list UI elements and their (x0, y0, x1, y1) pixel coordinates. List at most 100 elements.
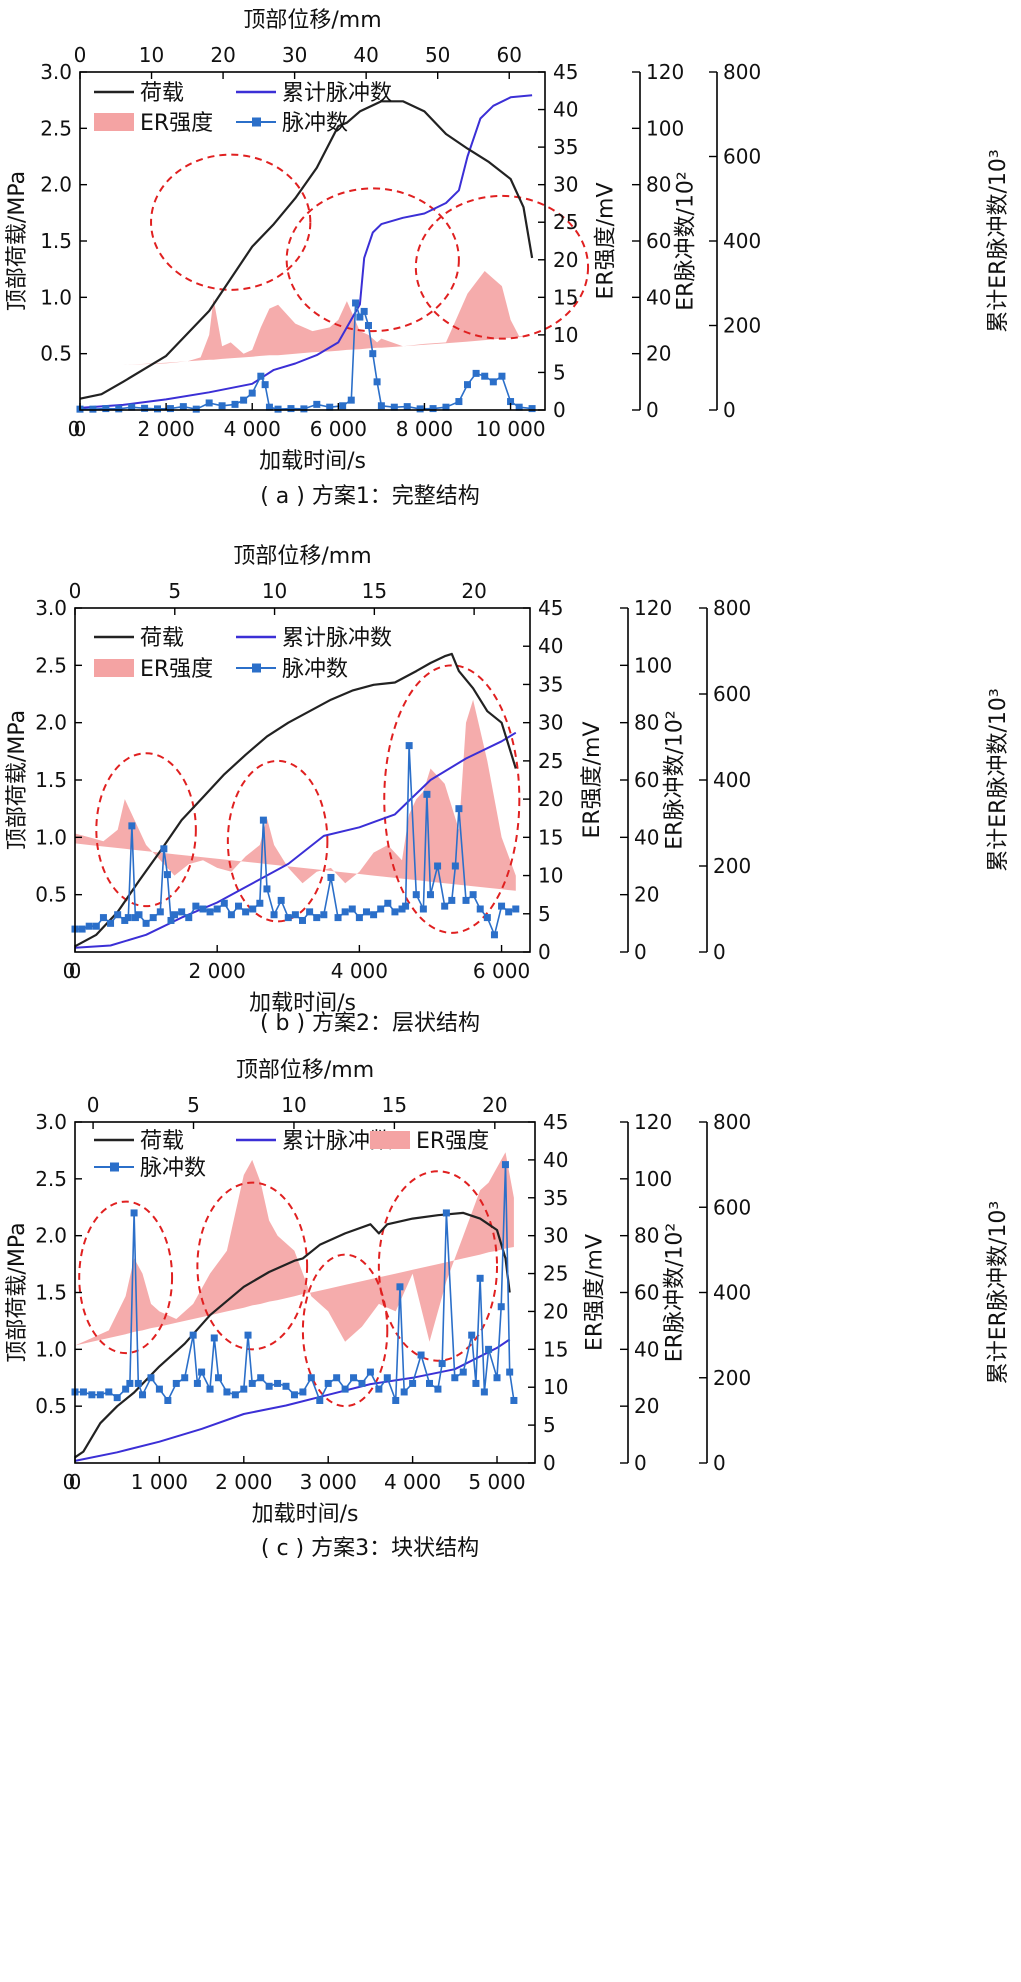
legend-label: 荷载 (140, 81, 184, 106)
y2-axis-title: ER强度/mV (583, 1234, 608, 1351)
pulse-count-marker (79, 1388, 87, 1396)
pulse-count-marker (438, 1360, 446, 1368)
legend-item: 脉冲数 (94, 1156, 206, 1181)
load-line (74, 652, 517, 948)
pulse-count-marker (400, 1388, 408, 1396)
pulse-count-line (75, 1163, 515, 1402)
y2-tick-label: 15 (543, 1337, 568, 1361)
pulse-count-marker (248, 1379, 256, 1387)
pulse-count-marker (299, 1388, 307, 1396)
y2-axis-title: ER强度/mV (594, 182, 619, 299)
pulse-count-marker (167, 916, 175, 924)
x2-tick-label: 10 (139, 43, 164, 67)
x-tick-label: 5 000 (468, 1470, 525, 1494)
cumulative-axis-tick-label: 600 (713, 682, 751, 706)
highlight-ellipse-2 (285, 187, 460, 333)
legend-label: ER强度 (140, 657, 213, 682)
pulse-count-marker (142, 919, 150, 927)
pulse-count-marker (192, 405, 200, 413)
pulse-count-marker (249, 905, 257, 913)
cumulative-axis-tick-label: 200 (713, 1366, 751, 1390)
x2-tick-label: 40 (353, 43, 378, 67)
y2-tick-label: 25 (543, 1262, 568, 1286)
pulse-count-marker (257, 1374, 265, 1382)
er-pulse-axis-tick-label: 120 (634, 596, 672, 620)
load-line (79, 100, 534, 400)
pulse-count-marker (248, 389, 256, 397)
pulse-count-marker (128, 822, 136, 830)
pulse-count-marker (256, 899, 264, 907)
y3-axis-title: ER脉冲数/10² (674, 171, 699, 310)
pulse-count-marker (441, 902, 449, 910)
y-tick-label: 3.0 (40, 60, 72, 84)
er-pulse-axis-tick-label: 100 (634, 653, 672, 677)
y2-tick-label: 10 (543, 1375, 568, 1399)
pulse-count-marker (451, 862, 459, 870)
y2-tick-label: 10 (538, 864, 563, 888)
y2-tick-label: 35 (538, 672, 563, 696)
pulse-count-marker (128, 403, 136, 411)
y2-tick-label: 5 (538, 902, 551, 926)
pulse-count-marker (265, 403, 273, 411)
y2-tick-label: 25 (538, 749, 563, 773)
pulse-count-marker (171, 911, 179, 919)
highlight-ellipse-3 (383, 664, 521, 934)
x-tick-label: 4 000 (331, 959, 388, 983)
er-pulse-axis-tick-label: 20 (634, 1394, 659, 1418)
pulse-count-marker (356, 313, 364, 321)
pulse-count-marker (369, 350, 377, 358)
pulse-count-marker (193, 1379, 201, 1387)
pulse-count-marker (240, 396, 248, 404)
pulse-count-marker (358, 1379, 366, 1387)
pulse-count-marker (265, 1382, 273, 1390)
legend-er-swatch (94, 659, 134, 677)
pulse-count-marker (235, 902, 243, 910)
y4-axis-title: 累计ER脉冲数/10³ (986, 688, 1011, 871)
pulse-count-marker (383, 1374, 391, 1382)
pulse-count-marker (352, 299, 360, 307)
pulse-count-marker (105, 1388, 113, 1396)
cumulative-pulse-line (74, 1338, 511, 1462)
pulse-count-marker (290, 1391, 298, 1399)
y2-tick-label: 30 (553, 173, 578, 197)
highlight-ellipse-4 (377, 1170, 499, 1362)
pulse-count-marker (244, 1331, 252, 1339)
y3-axis-title: ER脉冲数/10² (663, 1223, 688, 1362)
pulse-count-marker (370, 911, 378, 919)
pulse-count-marker (227, 911, 235, 919)
y2-tick-label: 35 (543, 1186, 568, 1210)
legend-label: 荷载 (140, 1129, 184, 1154)
pulse-count-marker (163, 871, 171, 879)
pulse-count-marker (299, 916, 306, 924)
y-tick-label: 1.0 (40, 285, 72, 309)
cumulative-pulse-line (74, 731, 517, 949)
pulse-count-marker (423, 790, 431, 798)
origin-label: 0 (63, 959, 76, 983)
er-pulse-axis-tick-label: 60 (646, 229, 671, 253)
pulse-count-marker (92, 922, 100, 930)
pulse-count-marker (206, 908, 214, 916)
x-tick-label: 2 000 (137, 417, 194, 441)
pulse-count-marker (96, 1391, 104, 1399)
x2-tick-label: 0 (74, 43, 87, 67)
er-pulse-axis-tick-label: 60 (634, 1281, 659, 1305)
x-tick-label: 4 000 (224, 417, 281, 441)
panel-caption: ( a ) 方案1：完整结构 (260, 484, 480, 509)
y2-tick-label: 45 (553, 60, 578, 84)
pulse-count-marker (429, 405, 437, 413)
x-tick-label: 6 000 (310, 417, 367, 441)
pulse-count-marker (412, 891, 420, 899)
pulse-count-marker (306, 908, 314, 916)
pulse-count-marker (398, 905, 406, 913)
pulse-count-marker (149, 914, 157, 922)
pulse-count-marker (114, 911, 122, 919)
x-axis-title: 加载时间/s (252, 1502, 359, 1527)
origin-label: 0 (68, 417, 81, 441)
pulse-count-marker (434, 1385, 442, 1393)
x2-tick-label: 50 (425, 43, 450, 67)
er-pulse-axis-tick-label: 40 (634, 1337, 659, 1361)
highlight-ellipse-2 (196, 1181, 309, 1351)
y-tick-label: 3.0 (35, 596, 67, 620)
